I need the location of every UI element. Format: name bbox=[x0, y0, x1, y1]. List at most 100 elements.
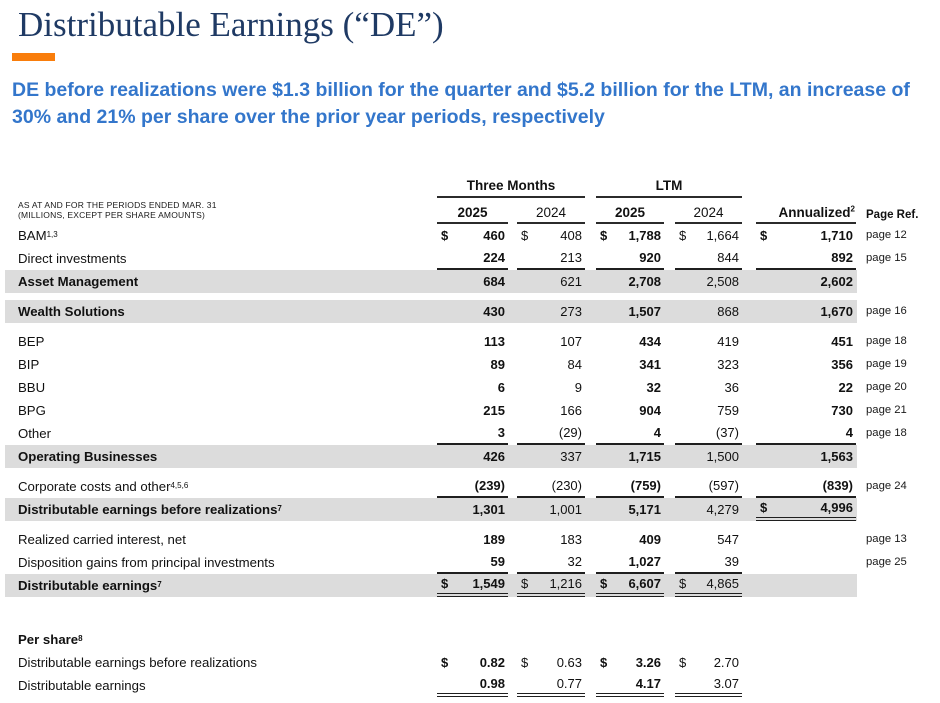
value-cell: 426 bbox=[483, 448, 505, 464]
value-cell: 32 bbox=[646, 379, 661, 395]
page-ref: page 20 bbox=[866, 381, 907, 393]
value-cell: 868 bbox=[717, 303, 739, 319]
table-row: BIP 89 84 341 323 356 page 19 bbox=[0, 353, 940, 376]
value-cell: $0.82 bbox=[441, 654, 505, 670]
value-cell: 4 bbox=[756, 422, 856, 445]
value-cell: $2.70 bbox=[679, 654, 739, 670]
accent-bar bbox=[12, 52, 55, 61]
row-label: Other bbox=[18, 425, 51, 441]
value-cell: 434 bbox=[639, 333, 661, 349]
value-cell: 6 bbox=[497, 379, 505, 395]
page-ref: page 15 bbox=[866, 252, 907, 264]
page-title: Distributable Earnings (“DE”) bbox=[18, 5, 444, 44]
table-row: Distributable earnings before realizatio… bbox=[0, 651, 940, 674]
value-cell: 341 bbox=[639, 356, 661, 372]
value-cell: 59 bbox=[437, 551, 508, 574]
row-label: Operating Businesses bbox=[18, 448, 158, 464]
value-cell: (839) bbox=[756, 475, 856, 498]
page-ref bbox=[864, 574, 940, 597]
value-cell: $6,607 bbox=[596, 574, 664, 597]
value-cell bbox=[756, 651, 856, 674]
value-cell: (597) bbox=[675, 475, 742, 498]
year-header-2024-ltm: 2024 bbox=[675, 205, 742, 224]
row-label: Realized carried interest, net bbox=[18, 531, 186, 547]
row-label: Asset Management bbox=[18, 273, 139, 289]
value-cell: (759) bbox=[596, 475, 664, 498]
value-cell: $4,996 bbox=[756, 498, 856, 521]
table-row: Distributable earnings 7 $1,549 $1,216 $6,60… bbox=[0, 573, 940, 597]
value-cell: 9 bbox=[574, 379, 582, 395]
table-row: Wealth Solutions 430 273 1,507 868 1,670 page … bbox=[0, 299, 940, 323]
value-cell: 547 bbox=[717, 531, 739, 547]
value-cell bbox=[756, 528, 856, 551]
table-row: BBU 6 9 32 36 22 page 20 bbox=[0, 376, 940, 399]
row-label: Distributable earnings bbox=[18, 677, 146, 693]
value-cell: 730 bbox=[831, 402, 853, 418]
value-cell: 337 bbox=[560, 448, 582, 464]
row-label: Direct investments bbox=[18, 250, 127, 266]
page-ref: page 19 bbox=[866, 358, 907, 370]
page-ref: page 25 bbox=[866, 556, 907, 568]
value-cell bbox=[517, 628, 585, 651]
table-row: Asset Management 684 621 2,708 2,508 2,602 bbox=[0, 269, 940, 293]
value-cell: 904 bbox=[639, 402, 661, 418]
value-cell: 4,279 bbox=[706, 501, 739, 517]
table-left-header: AS AT AND FOR THE PERIODS ENDED MAR. 31 … bbox=[0, 200, 437, 224]
value-cell: 32 bbox=[517, 551, 585, 574]
value-cell: 3.07 bbox=[675, 674, 742, 697]
value-cell: 430 bbox=[483, 303, 505, 319]
value-cell: 5,171 bbox=[628, 501, 661, 517]
value-cell: 844 bbox=[675, 247, 742, 270]
value-cell bbox=[756, 574, 856, 597]
value-cell: 323 bbox=[717, 356, 739, 372]
value-cell: 4.17 bbox=[596, 674, 664, 697]
value-cell: 2,508 bbox=[706, 273, 739, 289]
row-label: Corporate costs and other 4,5,6 bbox=[18, 478, 189, 494]
value-cell: 1,563 bbox=[820, 448, 853, 464]
group-header-ltm: LTM bbox=[596, 178, 742, 198]
value-cell: 1,500 bbox=[706, 448, 739, 464]
value-cell: (230) bbox=[517, 475, 585, 498]
page-ref: page 21 bbox=[866, 404, 907, 416]
value-cell: 759 bbox=[717, 402, 739, 418]
value-cell bbox=[596, 628, 664, 651]
value-cell: 1,670 bbox=[820, 303, 853, 319]
value-cell: 451 bbox=[831, 333, 853, 349]
page-ref bbox=[864, 628, 940, 651]
value-cell bbox=[437, 628, 508, 651]
value-cell: 189 bbox=[483, 531, 505, 547]
value-cell: $3.26 bbox=[600, 654, 661, 670]
table-row: BPG 215 166 904 759 730 page 21 bbox=[0, 399, 940, 422]
value-cell: 419 bbox=[717, 333, 739, 349]
page-ref: page 24 bbox=[866, 480, 907, 492]
page-ref bbox=[864, 445, 940, 468]
row-label: BIP bbox=[18, 356, 40, 372]
value-cell bbox=[675, 628, 742, 651]
value-cell: 3 bbox=[437, 422, 508, 445]
value-cell: 621 bbox=[560, 273, 582, 289]
year-header-2024-tm: 2024 bbox=[517, 205, 585, 224]
page-subtitle: DE before realizations were $1.3 billion… bbox=[12, 78, 910, 128]
value-cell: 1,001 bbox=[549, 501, 582, 517]
value-cell: 107 bbox=[560, 333, 582, 349]
value-cell: 89 bbox=[490, 356, 505, 372]
table-row: Distributable earnings 0.98 0.77 4.17 3.07 bbox=[0, 674, 940, 697]
value-cell: 22 bbox=[838, 379, 853, 395]
page-ref-header: Page Ref. bbox=[866, 208, 919, 221]
value-cell bbox=[756, 628, 856, 651]
value-cell: 224 bbox=[437, 247, 508, 270]
value-cell: 2,708 bbox=[628, 273, 661, 289]
value-cell: $460 bbox=[441, 227, 505, 243]
value-cell: 183 bbox=[560, 531, 582, 547]
value-cell: $0.63 bbox=[521, 654, 582, 670]
value-cell: 1,301 bbox=[472, 501, 505, 517]
row-label: Distributable earnings before realizatio… bbox=[18, 654, 257, 670]
value-cell: 1,027 bbox=[596, 551, 664, 574]
page-ref: page 12 bbox=[866, 229, 907, 241]
value-cell: (29) bbox=[517, 422, 585, 445]
page-ref bbox=[864, 651, 940, 674]
table-row: BAM 1,3 $460 $408 $1,788 $1,664 $1,710 page 12 bbox=[0, 224, 940, 247]
page-ref bbox=[864, 498, 940, 521]
value-cell: 113 bbox=[484, 333, 505, 349]
page-ref: page 18 bbox=[866, 335, 907, 347]
